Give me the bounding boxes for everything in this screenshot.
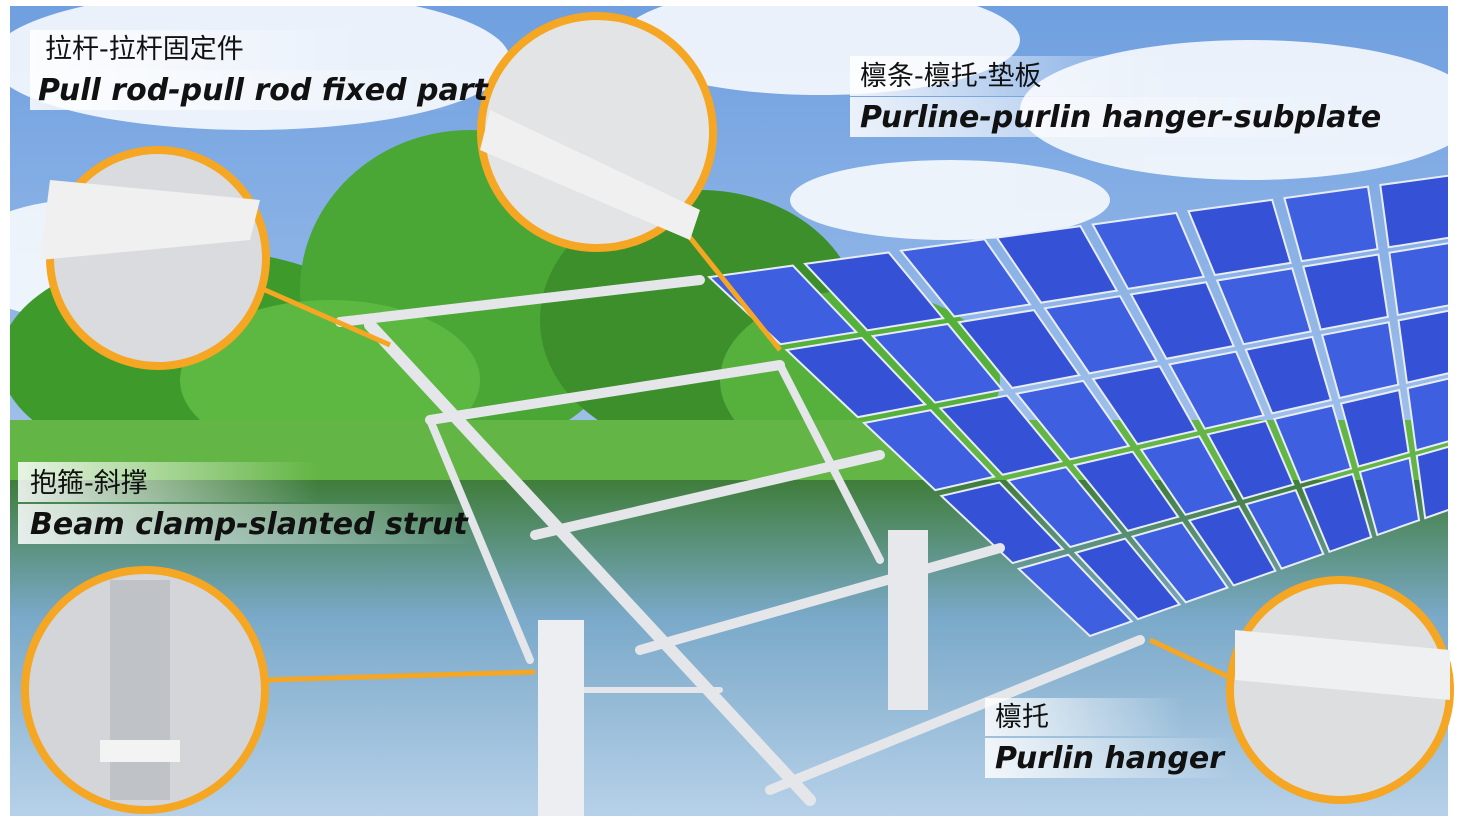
solar-panel xyxy=(939,481,1065,565)
solar-panel xyxy=(1187,505,1277,587)
solar-panel xyxy=(1006,465,1123,549)
solar-panel xyxy=(803,251,945,332)
solar-panel xyxy=(1091,365,1198,446)
solar-panel xyxy=(1388,242,1448,317)
label-band xyxy=(18,504,478,544)
solar-panel xyxy=(1206,419,1295,500)
label-en: Purlin hanger xyxy=(995,741,1226,776)
label-zh: 檩托 xyxy=(995,702,1049,733)
solar-panel xyxy=(1091,211,1206,290)
label-en: Pull rod-pull rod fixed part xyxy=(38,73,490,108)
solar-panel xyxy=(1244,488,1325,570)
solar-panel xyxy=(1016,553,1134,638)
solar-panel xyxy=(1139,435,1238,516)
label-en: Beam clamp-slanted strut xyxy=(30,507,469,542)
label-band xyxy=(985,738,1235,778)
solar-panel xyxy=(1130,521,1230,604)
frame-structure xyxy=(335,275,1145,806)
solar-panel xyxy=(1339,388,1410,468)
post xyxy=(888,530,928,710)
detail-parts xyxy=(40,110,1450,800)
solar-panel xyxy=(870,322,1005,404)
solar-panel xyxy=(1187,198,1292,277)
solar-panel xyxy=(1358,456,1421,537)
solar-panel xyxy=(1301,472,1373,554)
solar-panel xyxy=(1167,350,1265,430)
label-band xyxy=(850,56,1180,96)
solar-panel xyxy=(1397,309,1448,384)
solar-panel xyxy=(1406,377,1448,452)
leader-lines xyxy=(263,223,1237,683)
solar-panel xyxy=(1129,281,1236,360)
solar-panel xyxy=(1043,295,1159,375)
label-zh: 拉杆-拉杆固定件 xyxy=(45,34,244,65)
solar-panel xyxy=(995,225,1119,304)
solar-panel xyxy=(1072,450,1180,532)
label-zh: 檩条-檩托-垫板 xyxy=(860,61,1042,92)
solar-panel xyxy=(1014,379,1131,461)
solar-panel xyxy=(1073,537,1182,621)
solar-panel xyxy=(1244,335,1333,415)
solar-panel xyxy=(1273,404,1353,484)
label-band xyxy=(850,97,1360,137)
label-band xyxy=(985,698,1185,736)
solar-panel xyxy=(938,394,1064,476)
label-band xyxy=(18,462,318,502)
panels xyxy=(707,174,1448,638)
label-band xyxy=(30,30,360,70)
solar-panel xyxy=(956,309,1082,390)
solar-panel xyxy=(1320,321,1400,400)
solar-panel xyxy=(1379,174,1448,249)
solar-panel xyxy=(861,409,996,492)
label-en: Purline-purlin hanger-subplate xyxy=(860,100,1381,135)
solar-panel xyxy=(784,336,928,419)
solar-panel xyxy=(1215,267,1313,346)
post xyxy=(538,620,584,816)
solar-panel xyxy=(1283,185,1379,263)
label-band xyxy=(30,70,470,110)
solar-panel xyxy=(1302,253,1390,331)
label-zh: 抱箍-斜撑 xyxy=(30,468,148,499)
solar-panel xyxy=(1415,445,1448,520)
solar-panel xyxy=(899,238,1032,318)
